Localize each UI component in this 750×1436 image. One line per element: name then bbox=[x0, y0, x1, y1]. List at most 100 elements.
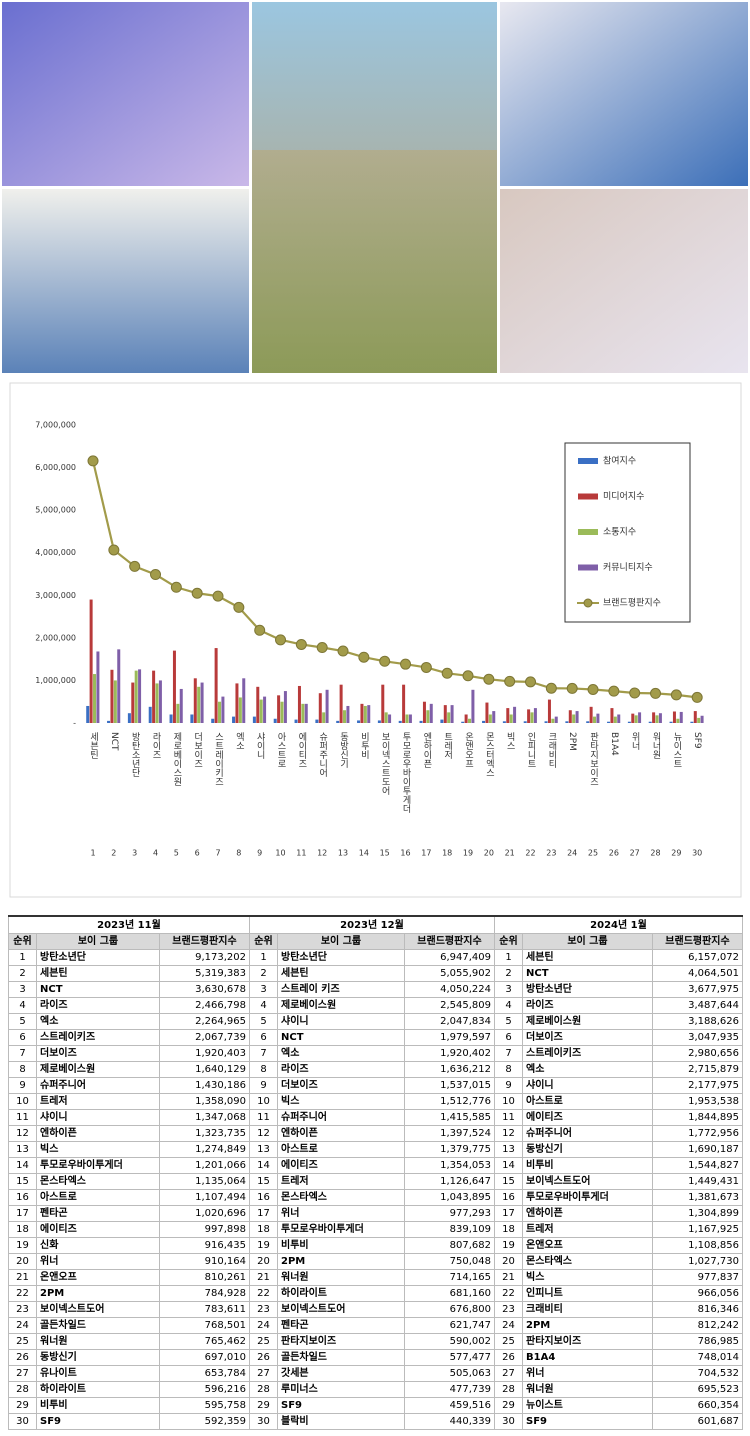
bar bbox=[509, 714, 513, 723]
header-row: 순위 보이 그룹 브랜드평판지수 bbox=[494, 933, 744, 950]
table-row: 22 인피니트 966,056 bbox=[494, 1285, 744, 1302]
brand-index: 6,157,072 bbox=[651, 949, 744, 966]
rank: 8 bbox=[494, 1061, 523, 1078]
bar bbox=[488, 714, 492, 723]
rank: 26 bbox=[494, 1349, 523, 1366]
bar bbox=[363, 705, 367, 723]
rank: 21 bbox=[249, 1269, 278, 1286]
brand-index: 440,339 bbox=[404, 1413, 495, 1430]
group-name: 엑소 bbox=[277, 1045, 405, 1062]
x-tick-number: 13 bbox=[338, 849, 348, 858]
bar bbox=[301, 703, 305, 723]
table-row: 13 빅스 1,274,849 bbox=[8, 1141, 250, 1158]
bar bbox=[502, 721, 506, 723]
rank: 28 bbox=[8, 1381, 37, 1398]
group-name: 뉴이스트 bbox=[522, 1397, 653, 1414]
x-tick-number: 1 bbox=[90, 849, 95, 858]
brand-index: 807,682 bbox=[404, 1237, 495, 1254]
brand-index: 1,126,647 bbox=[404, 1173, 495, 1190]
group-name: 하이라이트 bbox=[36, 1381, 160, 1398]
line-marker bbox=[275, 634, 287, 646]
bar bbox=[669, 721, 673, 723]
x-tick-label: SF9 bbox=[692, 732, 702, 749]
rank: 20 bbox=[8, 1253, 37, 1270]
x-tick-number: 14 bbox=[359, 849, 369, 858]
x-tick-number: 12 bbox=[317, 849, 327, 858]
rank: 21 bbox=[8, 1269, 37, 1286]
rank: 15 bbox=[8, 1173, 37, 1190]
rank: 19 bbox=[494, 1237, 523, 1254]
rank: 14 bbox=[249, 1157, 278, 1174]
brand-index: 966,056 bbox=[651, 1285, 744, 1302]
brand-index: 4,064,501 bbox=[651, 965, 744, 982]
x-tick-number: 29 bbox=[671, 849, 681, 858]
bar bbox=[447, 712, 451, 723]
table-row: 14 투모로우바이투게더 1,201,066 bbox=[8, 1157, 250, 1174]
table-row: 15 몬스타엑스 1,135,064 bbox=[8, 1173, 250, 1190]
table-row: 2 세븐틴 5,055,902 bbox=[249, 965, 495, 982]
table-row: 1 방탄소년단 9,173,202 bbox=[8, 949, 250, 966]
group-name: 2PM bbox=[277, 1253, 405, 1270]
brand-index: 3,188,626 bbox=[651, 1013, 744, 1030]
brand-index: 784,928 bbox=[159, 1285, 250, 1302]
column-header: 순위 bbox=[8, 933, 37, 950]
rank-table: 2023년 12월 순위 보이 그룹 브랜드평판지수 1 방탄소년단 6,947,409 2 세… bbox=[249, 915, 495, 1430]
group-name: 위너 bbox=[522, 1365, 653, 1382]
rank: 11 bbox=[8, 1109, 37, 1126]
bar bbox=[172, 650, 176, 723]
bar bbox=[179, 688, 183, 723]
brand-index: 765,462 bbox=[159, 1333, 250, 1350]
x-tick-label: 라이즈 bbox=[151, 732, 161, 759]
photo bbox=[252, 150, 497, 373]
brand-index: 748,014 bbox=[651, 1349, 744, 1366]
rank: 19 bbox=[249, 1237, 278, 1254]
table-row: 29 비투비 595,758 bbox=[8, 1397, 250, 1414]
group-name: 하이라이트 bbox=[277, 1285, 405, 1302]
rank: 18 bbox=[249, 1221, 278, 1238]
rank: 4 bbox=[8, 997, 37, 1014]
group-name: 엔하이픈 bbox=[522, 1205, 653, 1222]
brand-index: 2,047,834 bbox=[404, 1013, 495, 1030]
brand-index: 910,164 bbox=[159, 1253, 250, 1270]
rank: 20 bbox=[249, 1253, 278, 1270]
brand-index: 1,304,899 bbox=[651, 1205, 744, 1222]
group-name: 골든차일드 bbox=[36, 1317, 160, 1334]
brand-index: 660,354 bbox=[651, 1397, 744, 1414]
x-tick-number: 5 bbox=[174, 849, 179, 858]
header-row: 순위 보이 그룹 브랜드평판지수 bbox=[8, 933, 250, 950]
group-name: 비투비 bbox=[36, 1397, 160, 1414]
rank: 25 bbox=[494, 1333, 523, 1350]
y-tick-label: 2,000,000 bbox=[35, 633, 76, 642]
table-row: 6 스트레이키즈 2,067,739 bbox=[8, 1029, 250, 1046]
group-name: 세븐틴 bbox=[522, 949, 653, 966]
bar bbox=[408, 714, 412, 723]
bar bbox=[110, 669, 114, 723]
x-tick-label: 방탄소년단 bbox=[130, 732, 140, 777]
rank: 8 bbox=[8, 1061, 37, 1078]
bar bbox=[294, 719, 298, 723]
header-row: 순위 보이 그룹 브랜드평판지수 bbox=[249, 933, 495, 950]
bar bbox=[565, 721, 569, 723]
brand-index: 459,516 bbox=[404, 1397, 495, 1414]
line-marker bbox=[504, 675, 516, 687]
line-marker bbox=[650, 687, 662, 699]
group-name: 몬스타엑스 bbox=[36, 1173, 160, 1190]
bar bbox=[596, 713, 600, 723]
bar bbox=[232, 716, 236, 723]
rank: 11 bbox=[494, 1109, 523, 1126]
brand-index: 1,274,849 bbox=[159, 1141, 250, 1158]
rank: 7 bbox=[8, 1045, 37, 1062]
rank: 29 bbox=[249, 1397, 278, 1414]
brand-index: 1,043,895 bbox=[404, 1189, 495, 1206]
chart: - 1,000,000 2,000,000 3,000,000 4,000,000 5,0… bbox=[2, 2, 748, 898]
rank: 23 bbox=[249, 1301, 278, 1318]
table-row: 22 하이라이트 681,160 bbox=[249, 1285, 495, 1302]
table-row: 9 더보이즈 1,537,015 bbox=[249, 1077, 495, 1094]
bar bbox=[176, 703, 180, 723]
line-marker bbox=[525, 676, 537, 688]
bar bbox=[405, 714, 409, 723]
bar bbox=[422, 701, 426, 723]
brand-index: 1,167,925 bbox=[651, 1221, 744, 1238]
legend-swatch bbox=[578, 458, 598, 464]
line-marker bbox=[337, 645, 349, 657]
